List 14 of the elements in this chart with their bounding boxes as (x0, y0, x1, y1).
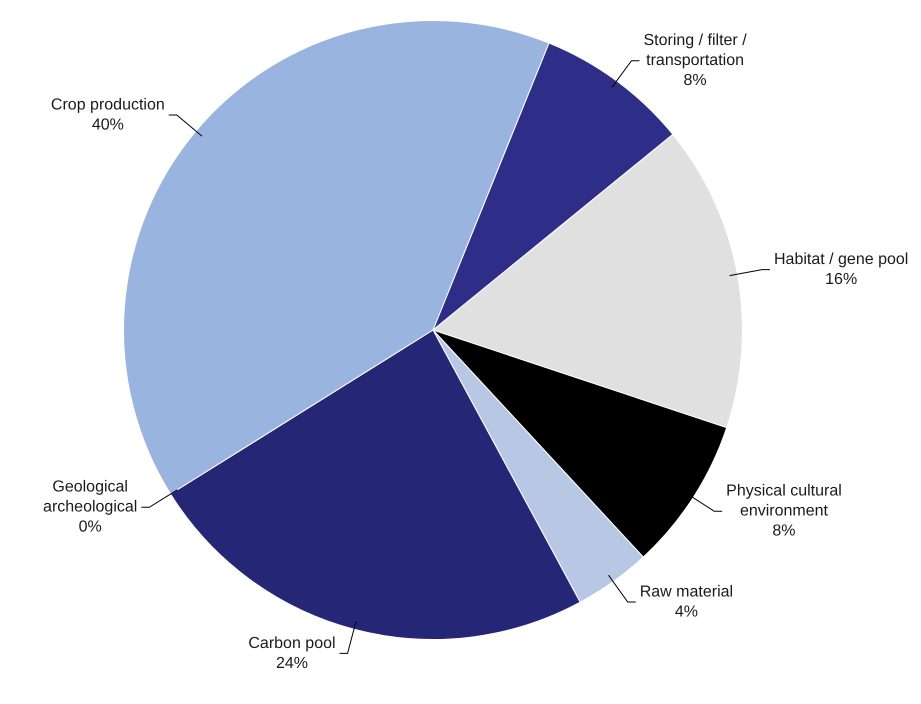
legend-label: Geological archeological (43, 478, 138, 516)
slice-label: Crop production (50, 96, 165, 114)
data-label: 16% (825, 271, 858, 288)
slice-label: Physical cultural environment (726, 482, 842, 520)
slice-label: Raw material (640, 583, 734, 600)
slice-label: Habitat / gene pool (774, 251, 908, 268)
data-label: 8% (772, 522, 796, 540)
data-label: 24% (276, 654, 308, 672)
text: 0% (78, 518, 102, 536)
slice-label: Storing / filter / transportation (644, 32, 748, 70)
data-label: 4% (674, 603, 698, 620)
slice-label: Carbon pool (248, 634, 336, 652)
data-label: 40% (92, 116, 124, 134)
data-label: 8% (684, 72, 707, 90)
